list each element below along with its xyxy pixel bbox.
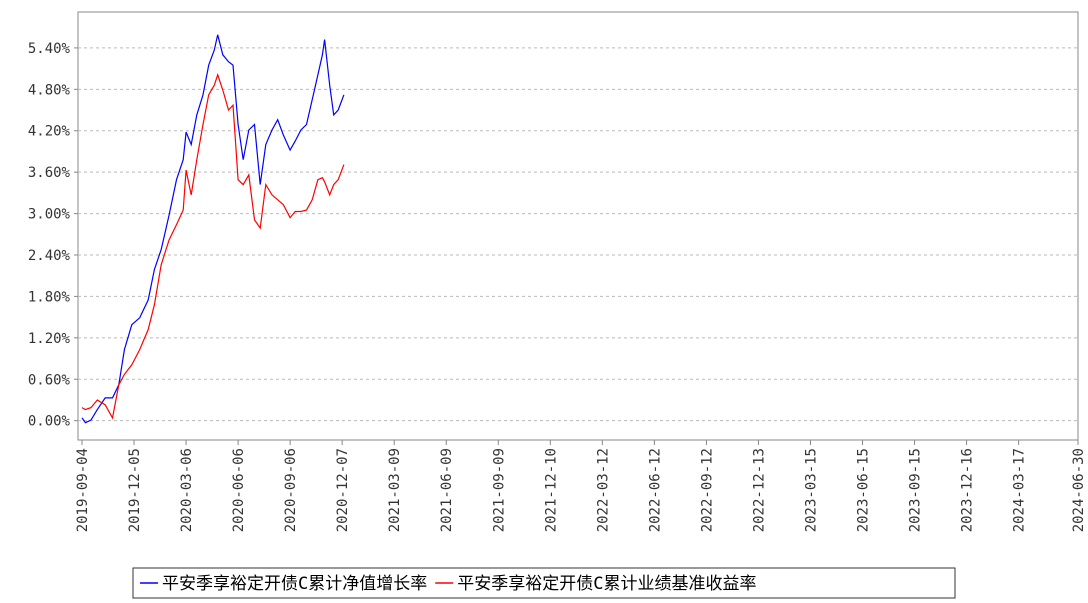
y-tick-label: 3.60% <box>28 165 71 181</box>
x-tick-label: 2020-06-06 <box>231 448 247 532</box>
x-tick-label: 2021-06-09 <box>439 448 455 532</box>
x-tick-label: 2023-03-15 <box>803 448 819 532</box>
x-tick-label: 2022-12-13 <box>751 448 767 532</box>
legend-box <box>132 567 956 599</box>
x-tick-label: 2023-09-15 <box>908 448 924 532</box>
x-tick-label: 2020-12-07 <box>335 448 351 532</box>
y-tick-label: 4.20% <box>28 124 71 140</box>
x-tick-label: 2023-06-15 <box>856 448 872 532</box>
x-tick-label: 2024-03-17 <box>1012 448 1028 532</box>
x-tick-label: 2021-12-10 <box>543 448 559 532</box>
x-tick-label: 2022-03-12 <box>595 448 611 532</box>
legend-label: 平安季享裕定开债C累计业绩基准收益率 <box>457 574 756 594</box>
y-tick-label: 2.40% <box>28 248 71 264</box>
y-tick-label: 0.60% <box>28 372 71 388</box>
series-line <box>81 72 345 420</box>
plot-frame <box>77 11 1079 441</box>
series-line <box>81 34 345 424</box>
y-tick-label: 3.00% <box>28 207 71 223</box>
x-tick-label: 2024-06-30 <box>1071 448 1087 532</box>
x-tick-label: 2021-03-09 <box>387 448 403 532</box>
y-tick-label: 1.80% <box>28 289 71 305</box>
x-tick-label: 2020-03-06 <box>179 448 195 532</box>
y-tick-label: 5.40% <box>28 41 71 57</box>
y-tick-label: 1.20% <box>28 331 71 347</box>
x-tick-label: 2019-09-04 <box>75 448 91 532</box>
y-tick-label: 4.80% <box>28 82 71 98</box>
x-tick-label: 2022-06-12 <box>647 448 663 532</box>
x-tick-label: 2019-12-05 <box>127 448 143 532</box>
legend-label: 平安季享裕定开债C累计净值增长率 <box>162 574 427 594</box>
y-tick-label: 0.00% <box>28 414 71 430</box>
x-tick-label: 2023-12-16 <box>960 448 976 532</box>
x-tick-label: 2020-09-06 <box>283 448 299 532</box>
x-tick-label: 2022-09-12 <box>699 448 715 532</box>
x-tick-label: 2021-09-09 <box>491 448 507 532</box>
